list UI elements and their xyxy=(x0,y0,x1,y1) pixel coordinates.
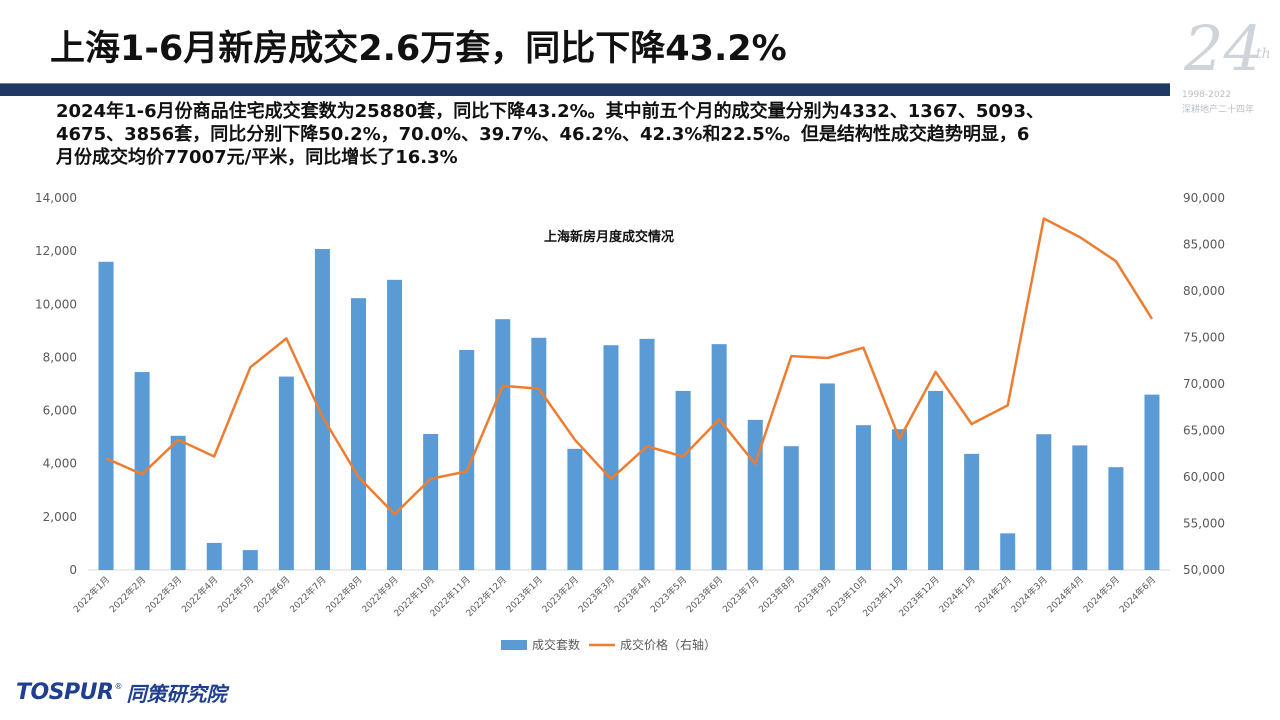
x-category-label: 2022年1月 xyxy=(71,574,112,615)
bar-2024年1月 xyxy=(964,453,980,570)
y-right-tick-label: 70,000 xyxy=(1183,377,1225,391)
x-category-label: 2023年2月 xyxy=(540,574,581,615)
bar-2024年5月 xyxy=(1108,467,1124,570)
bar-2023年1月 xyxy=(531,337,547,570)
bar-2022年12月 xyxy=(495,319,511,570)
bar-2024年3月 xyxy=(1036,434,1052,570)
x-category-label: 2024年6月 xyxy=(1117,574,1158,615)
x-category-label: 2023年3月 xyxy=(576,574,617,615)
chart-title: 上海新房月度成交情况 xyxy=(544,229,674,245)
bar-2023年2月 xyxy=(567,448,583,570)
y-left-tick-label: 4,000 xyxy=(43,457,77,471)
title-underline-thin xyxy=(0,83,1170,84)
y-left-tick-label: 10,000 xyxy=(35,297,77,311)
bar-2023年9月 xyxy=(819,383,835,570)
y-left-tick-label: 0 xyxy=(69,563,77,577)
x-category-label: 2022年4月 xyxy=(179,574,220,615)
y-left-tick-label: 6,000 xyxy=(43,404,77,418)
bar-2022年5月 xyxy=(242,550,258,570)
bar-2022年10月 xyxy=(423,433,439,570)
x-category-label: 2023年6月 xyxy=(684,574,725,615)
title-underline-bar xyxy=(0,84,1170,96)
x-category-label: 2024年5月 xyxy=(1081,574,1122,615)
bar-2022年7月 xyxy=(314,249,330,570)
x-category-label: 2022年5月 xyxy=(215,574,256,615)
y-left-tick-label: 12,000 xyxy=(35,244,77,258)
summary-line-3: 月份成交均价77007元/平米，同比增长了16.3% xyxy=(56,147,458,168)
bar-2024年6月 xyxy=(1144,394,1160,570)
y-left-tick-label: 14,000 xyxy=(35,191,77,205)
summary-line-2: 4675、3856套，同比分别下降50.2%，70.0%、39.7%、46.2%… xyxy=(56,124,1030,145)
bar-2023年11月 xyxy=(892,429,907,570)
x-category-label: 2022年2月 xyxy=(107,574,148,615)
anniversary-badge: 24 th 1998-2022 深耕地产二十四年 xyxy=(1180,12,1278,116)
badge-number: 24 xyxy=(1184,12,1263,85)
x-category-label: 2023年5月 xyxy=(648,574,689,615)
x-category-label: 2023年4月 xyxy=(612,574,653,615)
badge-years: 1998-2022 xyxy=(1182,90,1232,100)
y-right-tick-label: 50,000 xyxy=(1183,563,1225,577)
badge-suffix: th xyxy=(1256,46,1271,62)
bar-2022年3月 xyxy=(170,435,186,570)
y-right-tick-label: 85,000 xyxy=(1183,238,1225,252)
legend: 成交套数 成交价格（右轴） xyxy=(501,637,716,652)
price-series-line xyxy=(105,217,1154,516)
bar-2022年1月 xyxy=(98,261,114,570)
logo-name-cn: 同策研究院 xyxy=(126,681,227,706)
legend-line-label: 成交价格（右轴） xyxy=(620,637,716,652)
summary-paragraph: 2024年1-6月份商品住宅成交套数为25880套，同比下降43.2%。其中前五… xyxy=(56,100,1206,169)
bar-2023年5月 xyxy=(675,390,691,570)
x-category-label: 2022年6月 xyxy=(251,574,292,615)
bar-2024年2月 xyxy=(1000,533,1016,570)
y-right-tick-label: 80,000 xyxy=(1183,284,1225,298)
bar-2023年7月 xyxy=(747,419,763,570)
x-category-label: 2023年8月 xyxy=(756,574,797,615)
y-right-tick-label: 65,000 xyxy=(1183,424,1225,438)
logo-registered-mark: ® xyxy=(114,681,123,691)
bar-2022年11月 xyxy=(459,349,475,570)
summary-line-1: 2024年1-6月份商品住宅成交套数为25880套，同比下降43.2%。其中前五… xyxy=(56,101,1044,122)
bar-2022年9月 xyxy=(387,279,403,570)
bar-2023年3月 xyxy=(603,345,619,570)
legend-bar-swatch xyxy=(501,640,527,650)
bar-2022年8月 xyxy=(351,298,366,570)
x-category-label: 2024年3月 xyxy=(1008,574,1049,615)
badge-subtitle: 深耕地产二十四年 xyxy=(1182,105,1255,115)
y-left-tick-label: 2,000 xyxy=(43,510,77,524)
bar-2022年4月 xyxy=(206,542,222,570)
slide-title: 上海1-6月新房成交2.6万套，同比下降43.2% xyxy=(50,29,787,69)
y-right-tick-label: 75,000 xyxy=(1183,331,1225,345)
x-category-label: 2024年4月 xyxy=(1044,574,1085,615)
y-right-tick-label: 60,000 xyxy=(1183,470,1225,484)
x-category-label: 2024年2月 xyxy=(972,574,1013,615)
x-category-label: 2024年1月 xyxy=(936,574,977,615)
bar-2024年4月 xyxy=(1072,445,1088,570)
y-right-tick-label: 55,000 xyxy=(1183,517,1225,531)
bar-2022年6月 xyxy=(278,376,294,570)
y-left-tick-label: 8,000 xyxy=(43,350,77,364)
x-category-label: 2023年1月 xyxy=(503,574,544,615)
bar-2023年4月 xyxy=(639,338,655,570)
bar-2023年8月 xyxy=(783,446,799,570)
tospur-logo: TOSPUR ® 同策研究院 xyxy=(16,677,226,707)
x-category-label: 2022年8月 xyxy=(323,574,364,615)
x-category-label: 2022年7月 xyxy=(287,574,328,615)
y-right-tick-label: 90,000 xyxy=(1183,191,1225,205)
bar-2022年2月 xyxy=(134,372,150,570)
bar-2023年10月 xyxy=(855,425,871,570)
logo-brand: TOSPUR xyxy=(16,679,114,705)
bar-2023年12月 xyxy=(928,390,944,570)
x-category-label: 2022年3月 xyxy=(143,574,184,615)
legend-bar-label: 成交套数 xyxy=(532,637,580,652)
x-category-label: 2023年7月 xyxy=(720,574,761,615)
bar-2023年6月 xyxy=(711,344,727,570)
